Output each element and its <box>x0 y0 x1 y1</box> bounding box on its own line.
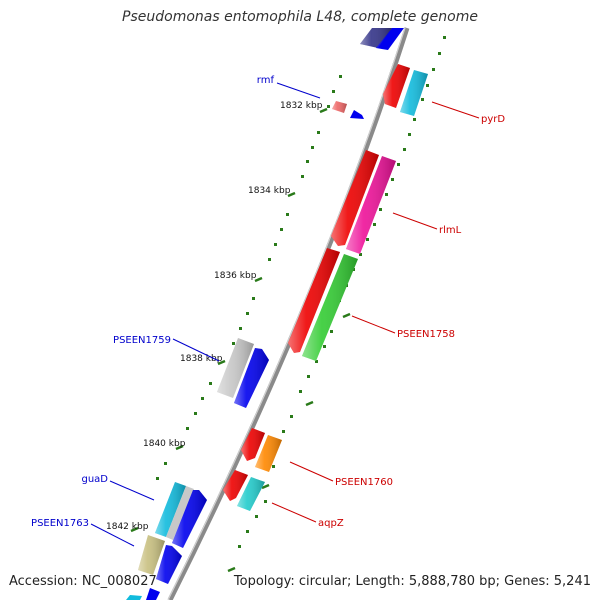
gene-label-PSEEN1760: PSEEN1760 <box>335 477 393 488</box>
gene-label-PSEEN1763: PSEEN1763 <box>31 518 89 529</box>
gene-label-PSEEN1759: PSEEN1759 <box>113 335 171 346</box>
gene-guaD <box>155 482 207 548</box>
gene-label-aqpZ: aqpZ <box>318 518 344 529</box>
gene-label-rmf: rmf <box>257 75 275 86</box>
gene-rmf <box>332 101 364 119</box>
gene-top-navy <box>360 28 404 50</box>
leader-PSEEN1758 <box>351 315 396 334</box>
gene-rlmL <box>331 150 396 254</box>
leader-rmf <box>276 82 321 99</box>
gene-label-rlmL: rlmL <box>439 225 462 236</box>
scale-label-1834: 1834 kbp <box>248 186 291 196</box>
leader-PSEEN1763 <box>90 523 135 547</box>
scale-label-1832: 1832 kbp <box>280 101 323 111</box>
topology-summary: Topology: circular; Length: 5,888,780 bp… <box>233 574 591 589</box>
scale-label-1838: 1838 kbp <box>180 354 223 364</box>
scale-label-1842: 1842 kbp <box>106 522 149 532</box>
map-title: Pseudomonas entomophila L48, complete ge… <box>122 9 478 25</box>
outer-scale-ticks <box>227 312 351 573</box>
leader-rlmL <box>392 212 438 230</box>
gene-PSEEN1759 <box>217 338 269 408</box>
inner-scale-dots <box>156 75 342 480</box>
genome-backbone-highlight <box>167 27 406 600</box>
gene-aqpZ <box>223 470 265 511</box>
leader-pyrD <box>431 101 480 119</box>
leader-guaD <box>109 480 155 501</box>
genome-backbone <box>167 27 410 600</box>
gene-pyrD <box>383 64 428 116</box>
leader-PSEEN1760 <box>289 461 334 482</box>
leader-PSEEN1759 <box>172 338 220 362</box>
gene-PSEEN1760 <box>241 428 282 472</box>
inner-scale-ticks <box>130 107 328 533</box>
leader-aqpZ <box>271 502 317 523</box>
gene-label-PSEEN1758: PSEEN1758 <box>397 329 455 340</box>
gene-PSEEN1763 <box>126 535 182 600</box>
scale-label-1840: 1840 kbp <box>143 439 186 449</box>
gene-label-guaD: guaD <box>81 474 108 485</box>
gene-PSEEN1758 <box>288 248 358 361</box>
scale-label-1836: 1836 kbp <box>214 271 257 281</box>
accession-text: Accession: NC_008027 <box>9 574 157 589</box>
gene-label-pyrD: pyrD <box>481 114 505 125</box>
